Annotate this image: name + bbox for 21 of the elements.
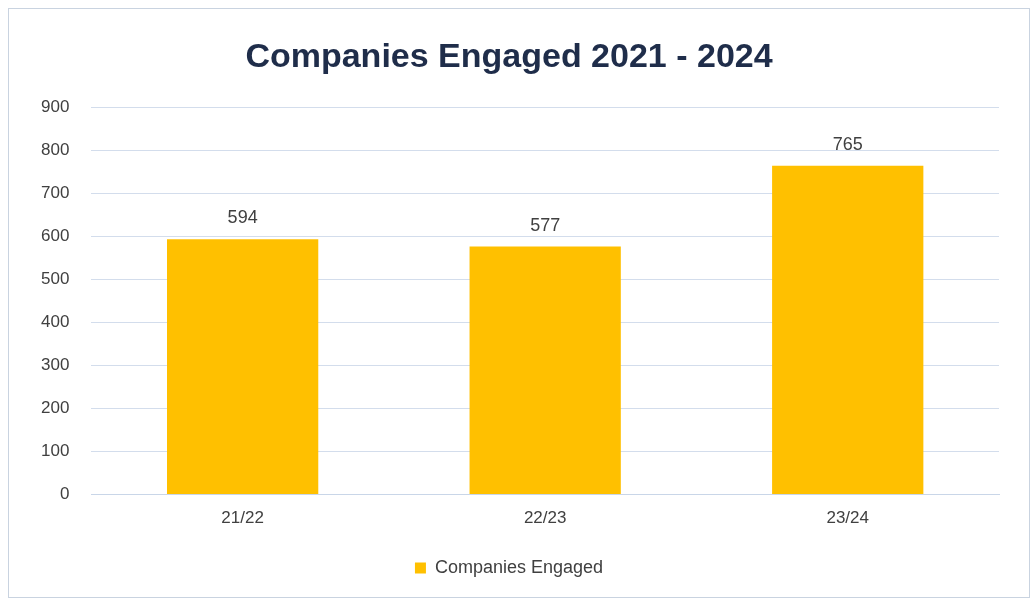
chart-title: Companies Engaged 2021 - 2024 xyxy=(245,35,773,74)
y-tick-label: 500 xyxy=(40,269,70,289)
y-tick-label: 300 xyxy=(40,355,70,375)
bar xyxy=(772,165,924,495)
x-tick-label: 21/22 xyxy=(221,508,264,528)
y-tick-label: 200 xyxy=(40,398,70,418)
y-tick-label: 700 xyxy=(40,183,70,203)
y-tick-label: 0 xyxy=(59,484,70,504)
x-tick-label: 22/23 xyxy=(523,508,567,528)
data-label: 765 xyxy=(832,133,863,154)
y-tick-label: 100 xyxy=(40,441,70,461)
data-label: 577 xyxy=(530,214,561,235)
y-tick-label: 800 xyxy=(40,140,70,160)
y-tick-label: 900 xyxy=(40,97,70,117)
y-tick-label: 600 xyxy=(40,226,70,246)
data-label: 594 xyxy=(227,207,258,228)
bar xyxy=(167,239,319,495)
x-tick-label: 23/24 xyxy=(826,508,869,528)
y-tick-label: 400 xyxy=(40,312,70,332)
bar xyxy=(469,246,621,495)
legend-label: Companies Engaged xyxy=(434,556,604,577)
